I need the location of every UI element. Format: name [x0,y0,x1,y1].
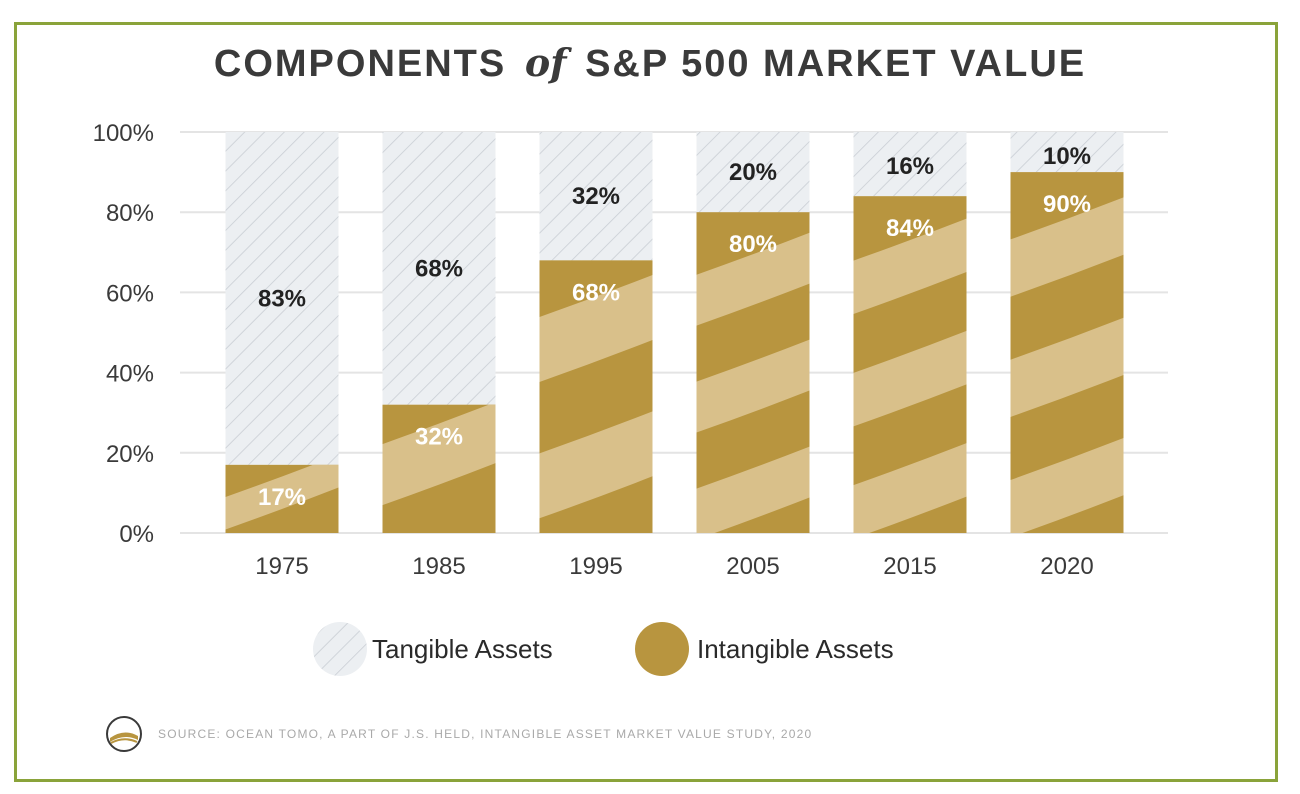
intangible-wave-band [1010,438,1124,533]
tangible-value-label-2015: 16% [886,153,934,180]
x-tick-label-2005: 2005 [726,553,779,580]
y-tick-label: 20% [106,441,154,468]
tangible-value-label-1985: 68% [415,255,463,282]
tangible-bar-1995 [539,132,653,261]
tangible-bar-1975 [225,132,339,465]
intangible-wave-band [1010,197,1124,297]
ocean-tomo-logo-icon [106,716,142,752]
x-tick-label-1975: 1975 [255,553,308,580]
intangible-wave-band [853,218,967,315]
y-tick-label: 100% [93,120,154,147]
title-part-1: COMPONENTS [213,43,507,85]
tangible-bar-2020 [1010,132,1124,173]
intangible-value-label-2015: 84% [886,215,934,242]
y-tick-label: 40% [106,361,154,388]
intangible-wave-band [1010,317,1124,417]
intangible-wave-band [225,464,339,530]
tangible-value-label-2005: 20% [729,159,777,186]
legend-tangible-swatch [313,622,367,676]
tangible-value-label-2020: 10% [1043,143,1091,170]
intangible-value-label-1985: 32% [415,424,463,451]
intangible-value-label-1975: 17% [258,484,306,511]
x-tick-label-2020: 2020 [1040,553,1093,580]
tangible-bar-1985 [382,132,496,405]
legend-intangible-label: Intangible Assets [697,634,894,664]
title-part-2: S&P 500 MARKET VALUE [585,43,1087,85]
x-tick-label-1995: 1995 [569,553,622,580]
intangible-wave-band [853,330,967,427]
tangible-bar-2005 [696,132,810,213]
chart-frame [14,22,1278,782]
intangible-value-label-1995: 68% [572,279,620,306]
intangible-wave-band [539,275,653,382]
intangible-wave-band [696,339,810,433]
legend-tangible-label: Tangible Assets [372,634,553,664]
intangible-wave-band [853,443,967,533]
intangible-wave-band [539,411,653,519]
y-tick-label: 80% [106,200,154,227]
intangible-value-label-2020: 90% [1043,191,1091,218]
title-connector: of [524,40,567,85]
x-tick-label-1985: 1985 [412,553,465,580]
legend-intangible-swatch [635,622,689,676]
source-note: SOURCE: OCEAN TOMO, A PART OF J.S. HELD,… [158,727,813,741]
y-tick-label: 0% [119,521,154,548]
tangible-value-label-1975: 83% [258,285,306,312]
x-tick-label-2015: 2015 [883,553,936,580]
intangible-wave-band [696,446,810,533]
y-tick-label: 60% [106,280,154,307]
tangible-bar-2015 [853,132,967,197]
tangible-value-label-1995: 32% [572,183,620,210]
intangible-wave-band [696,232,810,326]
chart-title: COMPONENTS of S&P 500 MARKET VALUE [0,40,1300,86]
intangible-value-label-2005: 80% [729,231,777,258]
intangible-wave-band [382,404,496,506]
